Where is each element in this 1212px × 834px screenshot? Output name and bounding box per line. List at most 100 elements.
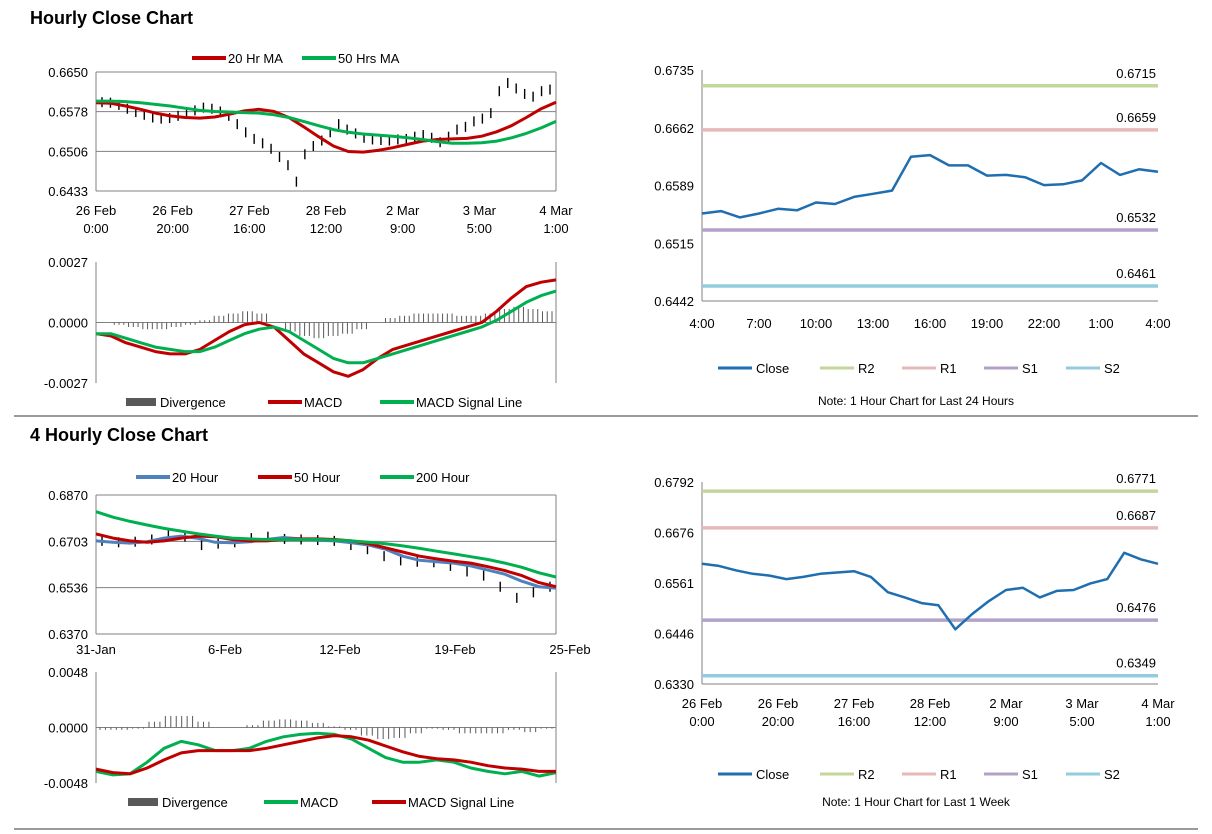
hourly_levels-xtick-label: 10:00 bbox=[800, 316, 833, 331]
four_hourly_macd-legend-label: MACD Signal Line bbox=[408, 795, 514, 810]
hourly_levels-level-label: 0.6715 bbox=[1116, 66, 1156, 81]
hourly_levels-level-label: 0.6659 bbox=[1116, 110, 1156, 125]
four_hourly_price-series-3 bbox=[95, 510, 557, 579]
hourly_price-xtick-label: 27 Feb bbox=[229, 203, 269, 218]
hourly_levels-xtick-label: 13:00 bbox=[857, 316, 890, 331]
hourly_price-xtick-label: 2 Mar bbox=[386, 203, 420, 218]
four_hourly_levels-legend-label: S1 bbox=[1022, 767, 1038, 782]
hourly_price-xtick-label: 3 Mar bbox=[463, 203, 497, 218]
hourly_price-xtick-label: 1:00 bbox=[543, 221, 568, 236]
hourly_macd-legend-label: MACD Signal Line bbox=[416, 395, 522, 410]
four_hourly_levels-xtick-label: 5:00 bbox=[1069, 714, 1094, 729]
four_hourly_levels-level-label: 0.6476 bbox=[1116, 600, 1156, 615]
hourly_levels-ytick-label: 0.6662 bbox=[654, 121, 694, 136]
hourly_price-xtick-label: 0:00 bbox=[83, 221, 108, 236]
four-hourly-macd-chart: 0.0048 0.0000 -0.0048 Divergence MACD MACD Si… bbox=[44, 665, 557, 810]
hourly_macd-legend-label: MACD bbox=[304, 395, 342, 410]
hourly_price-series-2 bbox=[96, 99, 557, 145]
hourly-section-title: Hourly Close Chart bbox=[30, 8, 194, 28]
hourly_levels-ytick-label: 0.6735 bbox=[654, 63, 694, 78]
hourly-price-chart: 0.6650 0.6578 0.6506 0.6433 26 Feb 0:00 26 Feb… bbox=[48, 51, 573, 236]
hourly_levels-legend-label: S2 bbox=[1104, 361, 1120, 376]
four_hourly_price-ytick-label: 0.6870 bbox=[48, 488, 88, 503]
hourly_macd-series-2 bbox=[96, 289, 557, 365]
four_hourly_price-legend-label: 50 Hour bbox=[294, 470, 341, 485]
hourly_price-legend-label: 50 Hrs MA bbox=[338, 51, 400, 66]
hourly_macd-series-1 bbox=[95, 278, 557, 378]
hourly_levels-ytick-label: 0.6442 bbox=[654, 294, 694, 309]
hourly_price-xtick-label: 20:00 bbox=[156, 221, 189, 236]
four_hourly_price-xtick-label: 6-Feb bbox=[208, 642, 242, 657]
four_hourly_levels-xtick-label: 26 Feb bbox=[758, 696, 798, 711]
four_hourly_macd-legend-label: MACD bbox=[300, 795, 338, 810]
hourly_levels-ytick-label: 0.6515 bbox=[654, 236, 694, 251]
four_hourly_levels-xtick-label: 4 Mar bbox=[1141, 696, 1175, 711]
hourly_macd-ytick-label: 0.0000 bbox=[48, 316, 88, 331]
four_hourly_price-ytick-label: 0.6370 bbox=[48, 627, 88, 642]
four_hourly_levels-legend-label: S2 bbox=[1104, 767, 1120, 782]
four_hourly_levels-note: Note: 1 Hour Chart for Last 1 Week bbox=[822, 795, 1011, 809]
four_hourly_macd-series-1 bbox=[95, 731, 557, 778]
hourly_price-ytick-label: 0.6650 bbox=[48, 65, 88, 80]
four_hourly_levels-legend-label: R1 bbox=[940, 767, 957, 782]
hourly_price-xtick-label: 28 Feb bbox=[306, 203, 346, 218]
hourly_macd-legend-swatch bbox=[126, 398, 156, 406]
four_hourly_levels-ytick-label: 0.6330 bbox=[654, 677, 694, 692]
four_hourly_macd-ytick-label: -0.0048 bbox=[44, 776, 88, 791]
four_hourly_macd-series-2 bbox=[95, 734, 556, 776]
four_hourly_levels-ytick-label: 0.6792 bbox=[654, 475, 694, 490]
four_hourly_levels-xtick-label: 9:00 bbox=[993, 714, 1018, 729]
four_hourly_levels-close-line bbox=[701, 551, 1159, 631]
hourly_price-xtick-label: 4 Mar bbox=[539, 203, 573, 218]
four_hourly_levels-xtick-label: 2 Mar bbox=[989, 696, 1023, 711]
four_hourly_levels-legend-label: R2 bbox=[858, 767, 875, 782]
four_hourly_macd-ytick-label: 0.0000 bbox=[48, 721, 88, 736]
hourly_levels-legend-label: Close bbox=[756, 361, 789, 376]
four_hourly_levels-ytick-label: 0.6446 bbox=[654, 627, 694, 642]
four_hourly_levels-ytick-label: 0.6676 bbox=[654, 526, 694, 541]
four_hourly_price-xtick-label: 19-Feb bbox=[434, 642, 475, 657]
four_hourly_price-xtick-label: 12-Feb bbox=[319, 642, 360, 657]
hourly_levels-legend-label: R1 bbox=[940, 361, 957, 376]
hourly_levels-note: Note: 1 Hour Chart for Last 24 Hours bbox=[818, 394, 1014, 408]
four_hourly_levels-xtick-label: 26 Feb bbox=[682, 696, 722, 711]
hourly_macd-ytick-label: 0.0027 bbox=[48, 255, 88, 270]
four_hourly_levels-level-label: 0.6349 bbox=[1116, 656, 1156, 671]
four_hourly_price-xtick-label: 25-Feb bbox=[549, 642, 590, 657]
four_hourly_macd-ytick-label: 0.0048 bbox=[48, 665, 88, 680]
hourly_levels-legend-label: R2 bbox=[858, 361, 875, 376]
four-hourly-levels-chart: 0.6792 0.6676 0.6561 0.6446 0.6330 0.6771 0.66… bbox=[654, 471, 1175, 809]
hourly_levels-xtick-label: 1:00 bbox=[1088, 316, 1113, 331]
hourly_price-ytick-label: 0.6506 bbox=[48, 144, 88, 159]
hourly_levels-xtick-label: 16:00 bbox=[914, 316, 947, 331]
hourly-levels-chart: 0.6735 0.6662 0.6589 0.6515 0.6442 0.6715 0.66… bbox=[654, 63, 1170, 408]
four_hourly_levels-level-label: 0.6687 bbox=[1116, 508, 1156, 523]
four_hourly_levels-xtick-label: 16:00 bbox=[838, 714, 871, 729]
hourly_levels-ytick-label: 0.6589 bbox=[654, 179, 694, 194]
hourly_macd-ytick-label: -0.0027 bbox=[44, 376, 88, 391]
hourly_price-xtick-label: 16:00 bbox=[233, 221, 266, 236]
four_hourly_levels-xtick-label: 1:00 bbox=[1145, 714, 1170, 729]
hourly_price-series-1 bbox=[95, 100, 557, 154]
hourly_levels-xtick-label: 4:00 bbox=[689, 316, 714, 331]
four_hourly_price-legend-label: 20 Hour bbox=[172, 470, 219, 485]
four_hourly_levels-xtick-label: 28 Feb bbox=[910, 696, 950, 711]
hourly_levels-xtick-label: 22:00 bbox=[1028, 316, 1061, 331]
four_hourly_levels-xtick-label: 20:00 bbox=[762, 714, 795, 729]
four_hourly_price-ytick-label: 0.6703 bbox=[48, 534, 88, 549]
hourly_price-ytick-label: 0.6433 bbox=[48, 184, 88, 199]
bottom-divider bbox=[14, 828, 1198, 830]
four_hourly_levels-ytick-label: 0.6561 bbox=[654, 576, 694, 591]
hourly_price-xtick-label: 12:00 bbox=[310, 221, 343, 236]
hourly_price-xtick-label: 9:00 bbox=[390, 221, 415, 236]
four_hourly_levels-level-label: 0.6771 bbox=[1116, 471, 1156, 486]
hourly_levels-level-label: 0.6532 bbox=[1116, 210, 1156, 225]
hourly_levels-xtick-label: 7:00 bbox=[746, 316, 771, 331]
four_hourly_macd-legend-label: Divergence bbox=[162, 795, 228, 810]
hourly_levels-level-label: 0.6461 bbox=[1116, 266, 1156, 281]
four_hourly_price-series-1 bbox=[95, 534, 557, 590]
four_hourly_price-legend-label: 200 Hour bbox=[416, 470, 470, 485]
hourly_price-ytick-label: 0.6578 bbox=[48, 105, 88, 120]
hourly_levels-legend-label: S1 bbox=[1022, 361, 1038, 376]
